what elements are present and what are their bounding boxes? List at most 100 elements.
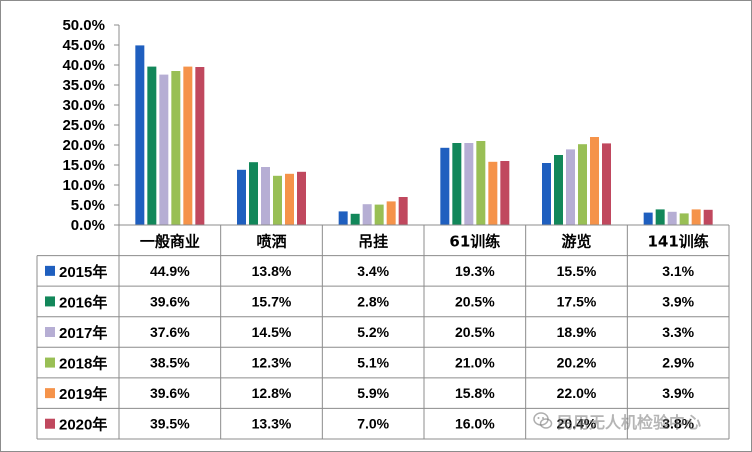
data-label: 2.9% xyxy=(662,355,694,371)
legend-swatch xyxy=(45,418,55,429)
wechat-icon xyxy=(533,412,553,429)
category-label: 喷洒 xyxy=(256,232,286,250)
data-label: 3.1% xyxy=(662,263,694,279)
bar xyxy=(195,67,205,225)
data-label: 18.9% xyxy=(557,324,597,340)
y-tick-label: 40.0% xyxy=(62,57,105,74)
data-label: 12.8% xyxy=(252,385,292,401)
bar xyxy=(464,143,474,225)
data-label: 20.5% xyxy=(455,324,495,340)
y-tick-label: 35.0% xyxy=(62,77,105,94)
bar xyxy=(643,212,653,225)
data-label: 3.8% xyxy=(662,416,694,432)
bar xyxy=(285,173,294,225)
bar xyxy=(147,66,157,225)
legend-swatch xyxy=(45,327,55,337)
legend-swatch xyxy=(45,296,55,307)
data-label: 16.0% xyxy=(455,416,495,432)
bar xyxy=(554,155,563,225)
data-label: 3.3% xyxy=(662,324,694,340)
bar xyxy=(249,162,258,225)
bar xyxy=(159,74,169,225)
data-label: 15.8% xyxy=(455,385,495,401)
series-name: 2015年 xyxy=(59,263,107,281)
category-label: 一般商业 xyxy=(140,232,200,250)
bar xyxy=(261,167,270,225)
data-label: 12.3% xyxy=(252,355,292,371)
data-label: 7.0% xyxy=(357,416,389,432)
data-label: 39.6% xyxy=(150,385,190,401)
y-tick-label: 20.0% xyxy=(62,137,105,154)
category-label: 游览 xyxy=(561,232,591,250)
watermark-text: 民用无人机检验中心 xyxy=(557,413,702,432)
bar xyxy=(183,66,193,225)
data-label: 21.0% xyxy=(455,355,495,371)
bar xyxy=(703,209,713,225)
y-tick-label: 10.0% xyxy=(62,177,105,194)
category-label: 61训练 xyxy=(449,232,500,250)
bar xyxy=(398,197,408,225)
series-name: 2019年 xyxy=(59,385,107,403)
series-name: 2020年 xyxy=(59,416,107,434)
data-label: 22.0% xyxy=(557,385,597,401)
data-label: 15.7% xyxy=(252,293,292,309)
bar xyxy=(171,71,181,225)
data-label: 5.2% xyxy=(357,324,389,340)
data-label: 44.9% xyxy=(150,263,190,279)
y-tick-label: 15.0% xyxy=(62,157,105,174)
bar xyxy=(691,209,701,225)
data-label: 3.4% xyxy=(357,263,389,279)
y-tick-label: 45.0% xyxy=(62,37,105,54)
bar xyxy=(655,209,665,225)
data-label: 15.5% xyxy=(557,263,597,279)
legend-swatch xyxy=(45,357,55,368)
data-label: 39.6% xyxy=(150,293,190,309)
bar xyxy=(338,211,348,225)
data-label: 3.9% xyxy=(662,385,694,401)
bar xyxy=(297,171,306,225)
bar xyxy=(488,161,498,225)
bar xyxy=(476,141,486,225)
data-label: 39.5% xyxy=(150,416,190,432)
bar xyxy=(566,149,575,225)
y-tick-label: 0.0% xyxy=(71,217,105,234)
bar xyxy=(667,211,677,225)
bar xyxy=(362,204,372,225)
bar xyxy=(602,143,611,225)
bar xyxy=(440,147,450,225)
series-name: 2017年 xyxy=(59,324,107,342)
data-label: 37.6% xyxy=(150,324,190,340)
data-label: 13.8% xyxy=(252,263,292,279)
y-tick-label: 50.0% xyxy=(62,17,105,34)
bar xyxy=(679,213,689,225)
watermark: 民用无人机检验中心 xyxy=(533,408,743,434)
y-tick-label: 5.0% xyxy=(71,197,105,214)
bar xyxy=(590,137,599,225)
y-tick-label: 25.0% xyxy=(62,117,105,134)
data-label: 2.8% xyxy=(357,293,389,309)
legend-swatch xyxy=(45,265,55,276)
data-label: 5.1% xyxy=(357,355,389,371)
data-label: 20.2% xyxy=(557,355,597,371)
bar xyxy=(452,143,462,225)
data-label: 17.5% xyxy=(557,293,597,309)
bar xyxy=(386,201,396,225)
data-label: 19.3% xyxy=(455,263,495,279)
bar xyxy=(237,169,246,225)
bar xyxy=(374,204,384,225)
category-label: 141训练 xyxy=(648,232,709,250)
bar xyxy=(500,161,510,225)
y-tick-label: 30.0% xyxy=(62,97,105,114)
bar xyxy=(542,163,551,225)
data-label: 5.9% xyxy=(357,385,389,401)
data-label: 20.5% xyxy=(455,293,495,309)
data-label: 3.9% xyxy=(662,293,694,309)
series-name: 2018年 xyxy=(59,355,107,373)
bar xyxy=(350,213,360,225)
legend-swatch xyxy=(45,388,55,399)
data-label: 20.4% xyxy=(557,416,597,432)
bar xyxy=(273,175,282,225)
bar xyxy=(578,144,587,225)
